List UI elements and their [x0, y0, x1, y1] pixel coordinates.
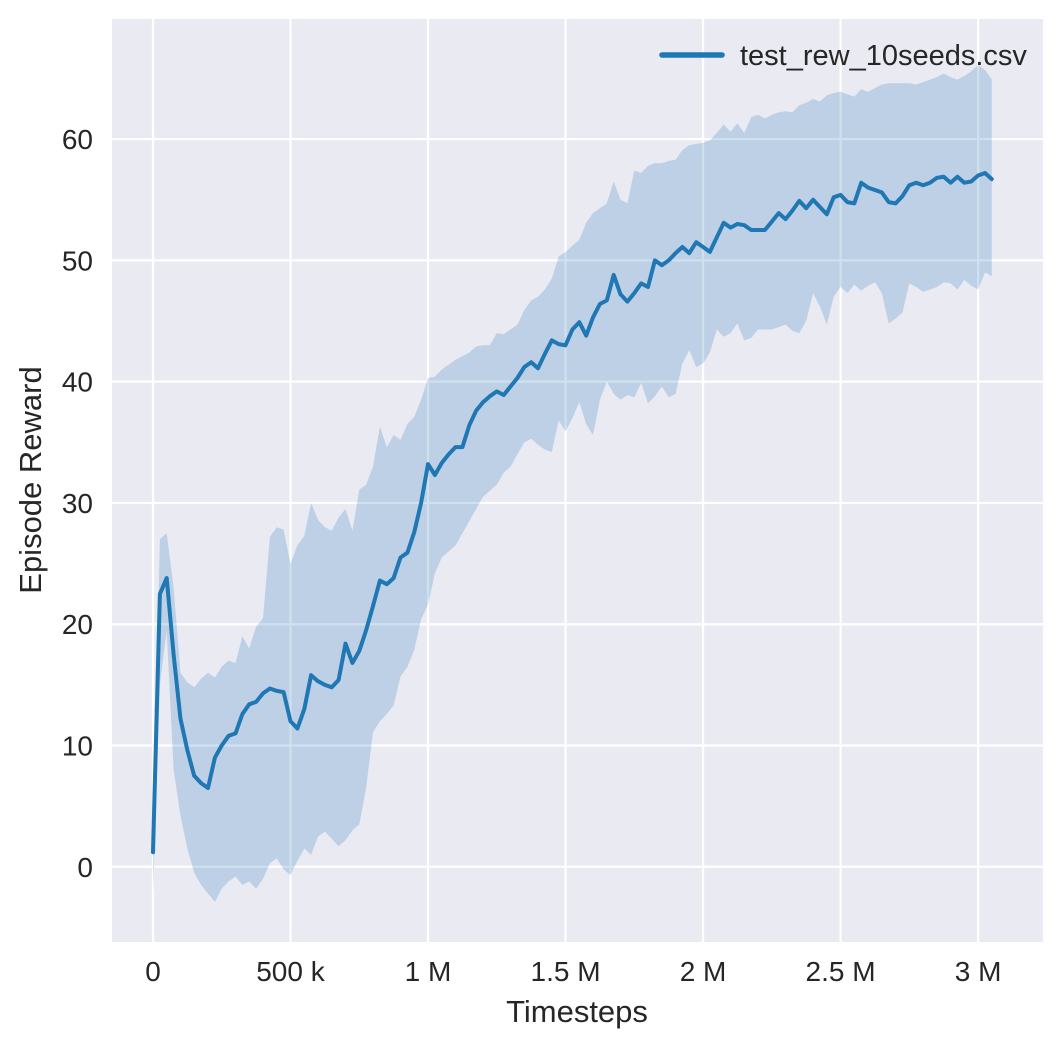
legend: test_rew_10seeds.csv	[659, 40, 1027, 72]
x-tick-label: 3 M	[955, 956, 1002, 987]
y-tick-label: 50	[62, 245, 93, 276]
x-tick-label: 1 M	[405, 956, 452, 987]
data-series	[151, 65, 994, 903]
mean-line	[151, 171, 994, 855]
confidence-band	[153, 65, 992, 903]
y-tick-label: 0	[77, 852, 93, 883]
plot-area	[112, 19, 1043, 942]
x-tick-label: 2 M	[680, 956, 727, 987]
y-tick-label: 10	[62, 731, 93, 762]
y-axis-ticks: 0 10 20 30 40 50 60	[62, 124, 93, 883]
y-tick-label: 30	[62, 488, 93, 519]
x-axis-ticks: 0 500 k 1 M 1.5 M 2 M 2.5 M 3 M	[145, 956, 1001, 987]
x-axis-label: Timesteps	[506, 994, 648, 1029]
y-tick-label: 40	[62, 367, 93, 398]
x-tick-label: 500 k	[256, 956, 325, 987]
x-tick-label: 1.5 M	[531, 956, 601, 987]
x-tick-label: 0	[145, 956, 161, 987]
grid-lines	[112, 19, 1043, 942]
y-tick-label: 60	[62, 124, 93, 155]
y-tick-label: 20	[62, 609, 93, 640]
x-tick-label: 2.5 M	[806, 956, 876, 987]
y-axis-label: Episode Reward	[13, 366, 48, 593]
legend-entry-label: test_rew_10seeds.csv	[740, 40, 1027, 72]
